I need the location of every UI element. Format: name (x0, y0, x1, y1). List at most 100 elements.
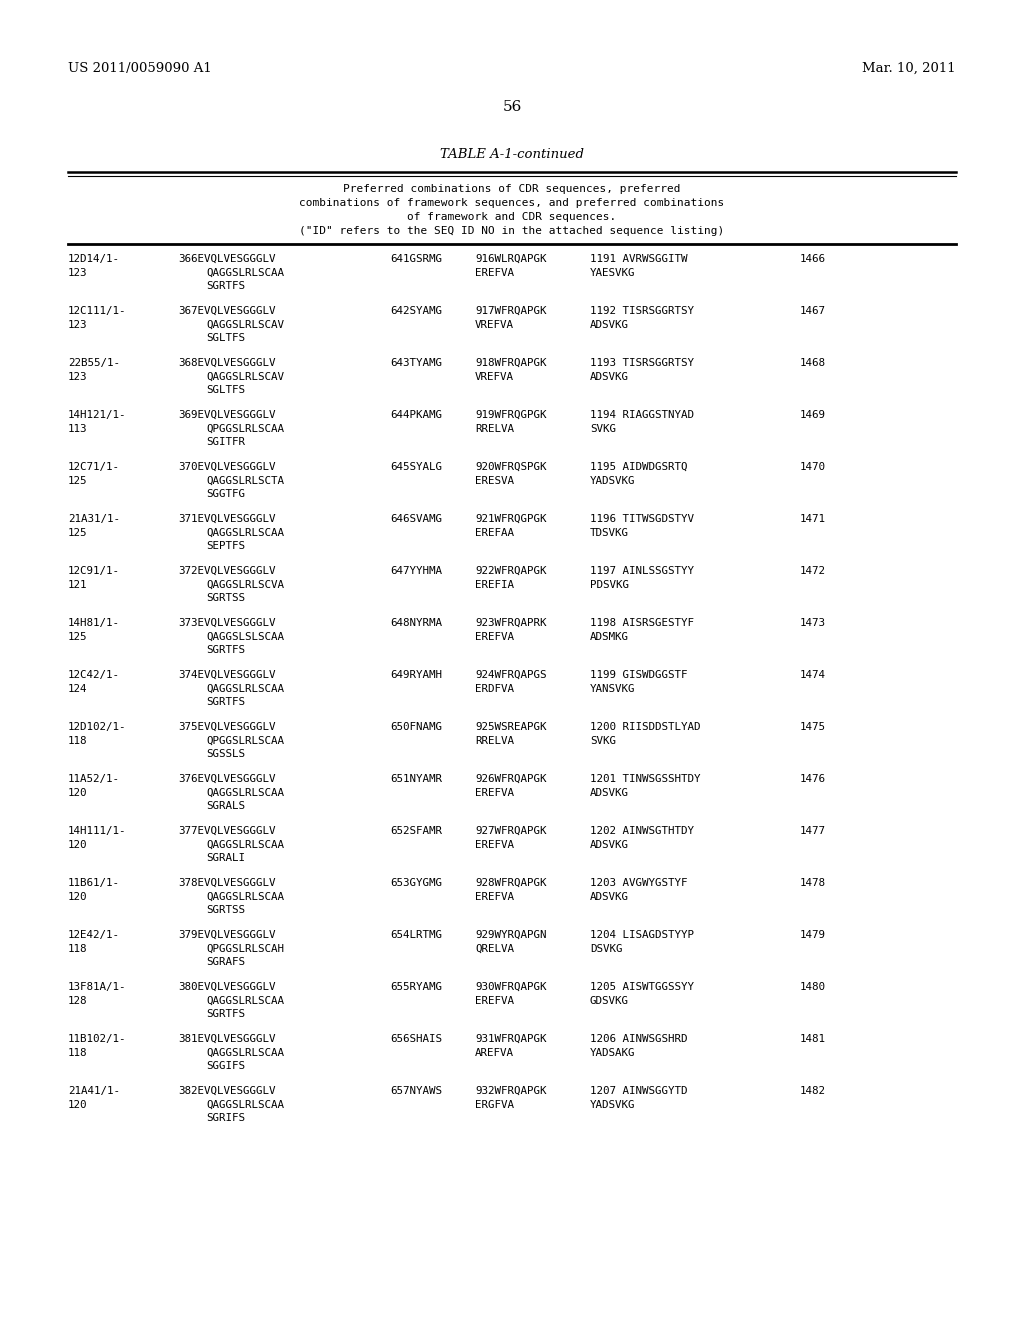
Text: 1468: 1468 (800, 358, 826, 368)
Text: 1203 AVGWYGSTYF: 1203 AVGWYGSTYF (590, 878, 687, 888)
Text: 118: 118 (68, 1048, 87, 1057)
Text: 931WFRQAPGK: 931WFRQAPGK (475, 1034, 547, 1044)
Text: 366EVQLVESGGGLV: 366EVQLVESGGGLV (178, 253, 275, 264)
Text: 381EVQLVESGGGLV: 381EVQLVESGGGLV (178, 1034, 275, 1044)
Text: YADSVKG: YADSVKG (590, 1100, 636, 1110)
Text: 1466: 1466 (800, 253, 826, 264)
Text: 922WFRQAPGK: 922WFRQAPGK (475, 566, 547, 576)
Text: SGSSLS: SGSSLS (206, 748, 245, 759)
Text: 654LRTMG: 654LRTMG (390, 931, 442, 940)
Text: 929WYRQAPGN: 929WYRQAPGN (475, 931, 547, 940)
Text: 120: 120 (68, 1100, 87, 1110)
Text: SGGTFG: SGGTFG (206, 488, 245, 499)
Text: Mar. 10, 2011: Mar. 10, 2011 (862, 62, 956, 75)
Text: RRELVA: RRELVA (475, 424, 514, 433)
Text: SGRTFS: SGRTFS (206, 1008, 245, 1019)
Text: 1207 AINWSGGYTD: 1207 AINWSGGYTD (590, 1086, 687, 1096)
Text: 377EVQLVESGGGLV: 377EVQLVESGGGLV (178, 826, 275, 836)
Text: 120: 120 (68, 840, 87, 850)
Text: ADSVKG: ADSVKG (590, 891, 629, 902)
Text: ERGFVA: ERGFVA (475, 1100, 514, 1110)
Text: 923WFRQAPRK: 923WFRQAPRK (475, 618, 547, 628)
Text: 125: 125 (68, 631, 87, 642)
Text: 657NYAWS: 657NYAWS (390, 1086, 442, 1096)
Text: 645SYALG: 645SYALG (390, 462, 442, 473)
Text: QAGGSLRLSCAV: QAGGSLRLSCAV (206, 371, 284, 381)
Text: SVKG: SVKG (590, 735, 616, 746)
Text: 651NYAMR: 651NYAMR (390, 774, 442, 784)
Text: 118: 118 (68, 944, 87, 953)
Text: 1200 RIISDDSTLYAD: 1200 RIISDDSTLYAD (590, 722, 700, 733)
Text: 927WFRQAPGK: 927WFRQAPGK (475, 826, 547, 836)
Text: ADSMKG: ADSMKG (590, 631, 629, 642)
Text: 12C71/1-: 12C71/1- (68, 462, 120, 473)
Text: 375EVQLVESGGGLV: 375EVQLVESGGGLV (178, 722, 275, 733)
Text: 11B102/1-: 11B102/1- (68, 1034, 127, 1044)
Text: 644PKAMG: 644PKAMG (390, 411, 442, 420)
Text: 1475: 1475 (800, 722, 826, 733)
Text: 120: 120 (68, 788, 87, 797)
Text: 128: 128 (68, 995, 87, 1006)
Text: 646SVAMG: 646SVAMG (390, 513, 442, 524)
Text: 369EVQLVESGGGLV: 369EVQLVESGGGLV (178, 411, 275, 420)
Text: SGITFR: SGITFR (206, 437, 245, 447)
Text: 125: 125 (68, 475, 87, 486)
Text: 56: 56 (503, 100, 521, 114)
Text: 928WFRQAPGK: 928WFRQAPGK (475, 878, 547, 888)
Text: 917WFRQAPGK: 917WFRQAPGK (475, 306, 547, 315)
Text: 648NYRMA: 648NYRMA (390, 618, 442, 628)
Text: 14H81/1-: 14H81/1- (68, 618, 120, 628)
Text: ("ID" refers to the SEQ ID NO in the attached sequence listing): ("ID" refers to the SEQ ID NO in the att… (299, 226, 725, 236)
Text: QAGGSLRLSCAA: QAGGSLRLSCAA (206, 995, 284, 1006)
Text: 920WFRQSPGK: 920WFRQSPGK (475, 462, 547, 473)
Text: GDSVKG: GDSVKG (590, 995, 629, 1006)
Text: VREFVA: VREFVA (475, 371, 514, 381)
Text: VREFVA: VREFVA (475, 319, 514, 330)
Text: QAGGSLRLSCAA: QAGGSLRLSCAA (206, 891, 284, 902)
Text: 1193 TISRSGGRTSY: 1193 TISRSGGRTSY (590, 358, 694, 368)
Text: 921WFRQGPGK: 921WFRQGPGK (475, 513, 547, 524)
Text: SGGIFS: SGGIFS (206, 1061, 245, 1071)
Text: QAGGSLRLSCAA: QAGGSLRLSCAA (206, 840, 284, 850)
Text: AREFVA: AREFVA (475, 1048, 514, 1057)
Text: QPGGSLRLSCAA: QPGGSLRLSCAA (206, 424, 284, 433)
Text: 368EVQLVESGGGLV: 368EVQLVESGGGLV (178, 358, 275, 368)
Text: 1202 AINWSGTHTDY: 1202 AINWSGTHTDY (590, 826, 694, 836)
Text: 14H111/1-: 14H111/1- (68, 826, 127, 836)
Text: QAGGSLRLSCTA: QAGGSLRLSCTA (206, 475, 284, 486)
Text: 656SHAIS: 656SHAIS (390, 1034, 442, 1044)
Text: RRELVA: RRELVA (475, 735, 514, 746)
Text: 372EVQLVESGGGLV: 372EVQLVESGGGLV (178, 566, 275, 576)
Text: 1481: 1481 (800, 1034, 826, 1044)
Text: YADSAKG: YADSAKG (590, 1048, 636, 1057)
Text: 1204 LISAGDSTYYP: 1204 LISAGDSTYYP (590, 931, 694, 940)
Text: 930WFRQAPGK: 930WFRQAPGK (475, 982, 547, 993)
Text: 12C111/1-: 12C111/1- (68, 306, 127, 315)
Text: 21A31/1-: 21A31/1- (68, 513, 120, 524)
Text: 379EVQLVESGGGLV: 379EVQLVESGGGLV (178, 931, 275, 940)
Text: 1191 AVRWSGGITW: 1191 AVRWSGGITW (590, 253, 687, 264)
Text: SGRTFS: SGRTFS (206, 281, 245, 290)
Text: 12C42/1-: 12C42/1- (68, 671, 120, 680)
Text: 643TYAMG: 643TYAMG (390, 358, 442, 368)
Text: 123: 123 (68, 268, 87, 277)
Text: 642SYAMG: 642SYAMG (390, 306, 442, 315)
Text: of framework and CDR sequences.: of framework and CDR sequences. (408, 213, 616, 222)
Text: 125: 125 (68, 528, 87, 537)
Text: 650FNAMG: 650FNAMG (390, 722, 442, 733)
Text: 113: 113 (68, 424, 87, 433)
Text: 1478: 1478 (800, 878, 826, 888)
Text: 1198 AISRSGESTYF: 1198 AISRSGESTYF (590, 618, 694, 628)
Text: 124: 124 (68, 684, 87, 693)
Text: 925WSREAPGK: 925WSREAPGK (475, 722, 547, 733)
Text: 1467: 1467 (800, 306, 826, 315)
Text: 916WLRQAPGK: 916WLRQAPGK (475, 253, 547, 264)
Text: 11A52/1-: 11A52/1- (68, 774, 120, 784)
Text: QAGGSLRLSCAA: QAGGSLRLSCAA (206, 1100, 284, 1110)
Text: 374EVQLVESGGGLV: 374EVQLVESGGGLV (178, 671, 275, 680)
Text: 123: 123 (68, 319, 87, 330)
Text: 120: 120 (68, 891, 87, 902)
Text: SGRIFS: SGRIFS (206, 1113, 245, 1123)
Text: EREFVA: EREFVA (475, 788, 514, 797)
Text: 1470: 1470 (800, 462, 826, 473)
